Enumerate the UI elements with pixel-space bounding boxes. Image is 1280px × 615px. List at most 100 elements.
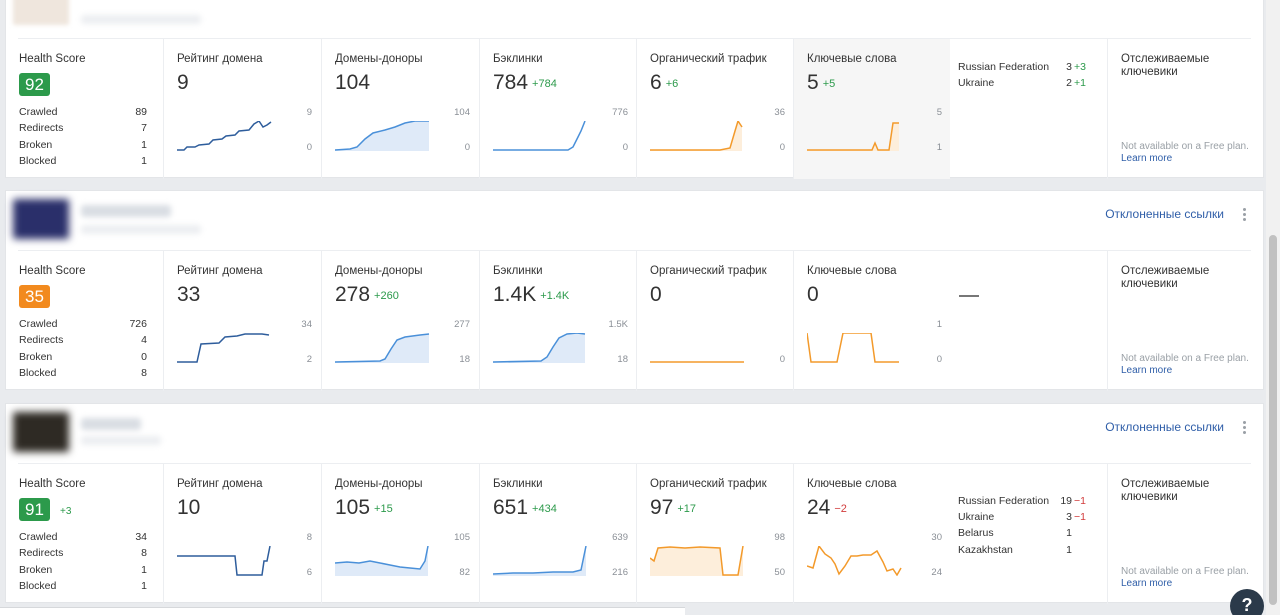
health-score-delta: +3 xyxy=(60,506,72,517)
tracked-keywords-label: Отслеживаемые ключевики xyxy=(1121,53,1210,78)
keywords-block[interactable]: Ключевые слова 0 1 0 xyxy=(793,251,950,391)
organic-traffic-block[interactable]: Органический трафик 0 0 xyxy=(636,251,793,391)
organic-traffic-value: 97 +17 xyxy=(650,496,697,519)
project-url[interactable] xyxy=(81,436,161,445)
keywords-block[interactable]: Ключевые слова 5 +5 5 1 xyxy=(793,39,950,179)
tick-max: 105 xyxy=(454,532,470,543)
page-scrollbar[interactable] xyxy=(1266,0,1280,615)
disavow-links-link[interactable]: Отклоненные ссылки xyxy=(1105,420,1224,434)
no-data-dash xyxy=(959,295,979,297)
country-row: Belarus 1 xyxy=(958,527,1072,539)
disavow-links-link[interactable]: Отклоненные ссылки xyxy=(1105,207,1224,221)
learn-more-link[interactable]: Learn more xyxy=(1121,365,1173,376)
ref-domains-value: 278 +260 xyxy=(335,283,399,306)
domain-rating-block[interactable]: Рейтинг домена 9 9 0 xyxy=(163,39,321,179)
organic-traffic-label: Органический трафик xyxy=(650,265,767,277)
backlinks-block[interactable]: Бэклинки 1.4K +1.4K 1.5K 18 xyxy=(479,251,636,391)
backlinks-block[interactable]: Бэклинки 651 +434 639 216 xyxy=(479,464,636,604)
not-available-text: Not available on a Free plan. xyxy=(1121,141,1249,152)
countries-block xyxy=(950,251,1107,391)
tick-min: 0 xyxy=(779,142,785,153)
divider xyxy=(18,463,1251,464)
ref-domains-block[interactable]: Домены-доноры 278 +260 277 18 xyxy=(321,251,479,391)
domain-rating-block[interactable]: Рейтинг домена 33 34 2 xyxy=(163,251,321,391)
blocked-stat: Blocked 1 xyxy=(19,580,147,592)
tick-max: 98 xyxy=(774,532,785,543)
tick-min: 0 xyxy=(779,354,785,365)
health-score-block[interactable]: Health Score 91 +3 Crawled 34 Redirects 8 … xyxy=(6,464,163,604)
keywords-label: Ключевые слова xyxy=(807,53,897,65)
scrollbar-thumb[interactable] xyxy=(1269,235,1277,605)
project-card-1: Отклоненные ссылки Health Score 92 Crawl… xyxy=(5,0,1264,179)
health-score-badge[interactable]: 91 xyxy=(19,498,50,521)
domain-rating-label: Рейтинг домена xyxy=(177,478,263,490)
backlinks-block[interactable]: Бэклинки 784 +784 776 0 xyxy=(479,39,636,179)
project-header: Отклоненные ссылки xyxy=(6,404,1263,464)
backlinks-sparkline xyxy=(493,546,587,576)
health-score-badge[interactable]: 92 xyxy=(19,73,50,96)
ref-domains-label: Домены-доноры xyxy=(335,478,423,490)
health-score-badge[interactable]: 35 xyxy=(19,285,50,308)
organic-traffic-block[interactable]: Органический трафик 97 +17 98 50 xyxy=(636,464,793,604)
domain-rating-sparkline xyxy=(177,546,271,576)
keywords-value: 0 xyxy=(807,283,819,306)
health-score-block[interactable]: Health Score 92 Crawled 89 Redirects 7 Bro… xyxy=(6,39,163,179)
health-score-label: Health Score xyxy=(19,478,86,490)
countries-block: Russian Federation 3 +3 Ukraine 2 +1 xyxy=(950,39,1107,179)
backlinks-sparkline xyxy=(493,333,586,363)
ref-domains-sparkline xyxy=(335,121,429,151)
tick-min: 0 xyxy=(306,142,312,153)
keywords-block[interactable]: Ключевые слова 24 −2 30 24 xyxy=(793,464,950,604)
health-score-block[interactable]: Health Score 35 Crawled 726 Redirects 4 Br… xyxy=(6,251,163,391)
redirects-stat: Redirects 4 xyxy=(19,334,147,346)
broken-stat: Broken 1 xyxy=(19,564,147,576)
tick-max: 5 xyxy=(936,107,942,118)
help-button[interactable]: ? xyxy=(1230,589,1264,615)
metrics-row: Health Score 92 Crawled 89 Redirects 7 Bro… xyxy=(6,39,1263,179)
project-thumbnail[interactable] xyxy=(13,412,69,452)
tick-min: 216 xyxy=(612,567,628,578)
tracked-keywords-label: Отслеживаемые ключевики xyxy=(1121,265,1210,290)
domain-rating-block[interactable]: Рейтинг домена 10 8 6 xyxy=(163,464,321,604)
tracked-keywords-block: Отслеживаемые ключевики Not available on… xyxy=(1107,251,1264,391)
ref-domains-sparkline xyxy=(335,333,430,363)
country-row: Ukraine 2 +1 xyxy=(958,77,1086,89)
tracked-keywords-label: Отслеживаемые ключевики xyxy=(1121,478,1210,503)
project-url[interactable] xyxy=(81,15,201,24)
ref-domains-value: 104 xyxy=(335,71,371,94)
project-url[interactable] xyxy=(81,225,201,234)
more-menu-icon[interactable] xyxy=(1243,0,1247,4)
learn-more-link[interactable]: Learn more xyxy=(1121,153,1173,164)
organic-traffic-sparkline xyxy=(650,546,744,576)
organic-traffic-value: 0 xyxy=(650,283,662,306)
project-thumbnail[interactable] xyxy=(13,0,69,25)
tracked-keywords-block: Отслеживаемые ключевики Not available on… xyxy=(1107,39,1264,179)
organic-traffic-sparkline xyxy=(650,361,744,363)
ref-domains-label: Домены-доноры xyxy=(335,265,423,277)
tick-max: 30 xyxy=(931,532,942,543)
project-name[interactable] xyxy=(81,205,171,217)
project-card-3: Отклоненные ссылки Health Score 91 +3 Cr… xyxy=(5,403,1264,604)
learn-more-link[interactable]: Learn more xyxy=(1121,578,1173,589)
more-menu-icon[interactable] xyxy=(1243,208,1247,222)
redirects-stat: Redirects 8 xyxy=(19,547,147,559)
blocked-stat: Blocked 1 xyxy=(19,155,147,167)
disavow-links-link[interactable]: Отклоненные ссылки xyxy=(1105,0,1224,3)
ref-domains-block[interactable]: Домены-доноры 105 +15 105 82 xyxy=(321,464,479,604)
country-row: Ukraine 3 −1 xyxy=(958,511,1086,523)
project-header: Отклоненные ссылки xyxy=(6,0,1263,41)
organic-traffic-block[interactable]: Органический трафик 6 +6 36 0 xyxy=(636,39,793,179)
crawled-stat: Crawled 89 xyxy=(19,106,147,118)
more-menu-icon[interactable] xyxy=(1243,421,1247,435)
domain-rating-label: Рейтинг домена xyxy=(177,265,263,277)
keywords-sparkline xyxy=(807,122,899,151)
ref-domains-block[interactable]: Домены-доноры 104 104 0 xyxy=(321,39,479,179)
backlinks-value: 1.4K +1.4K xyxy=(493,283,570,306)
project-thumbnail[interactable] xyxy=(13,199,69,239)
project-name[interactable] xyxy=(81,418,141,430)
crawled-stat: Crawled 34 xyxy=(19,531,147,543)
keywords-value: 24 −2 xyxy=(807,496,847,519)
metrics-row: Health Score 91 +3 Crawled 34 Redirects 8 … xyxy=(6,464,1263,604)
tick-min: 0 xyxy=(936,354,942,365)
not-available-text: Not available on a Free plan. xyxy=(1121,353,1249,364)
